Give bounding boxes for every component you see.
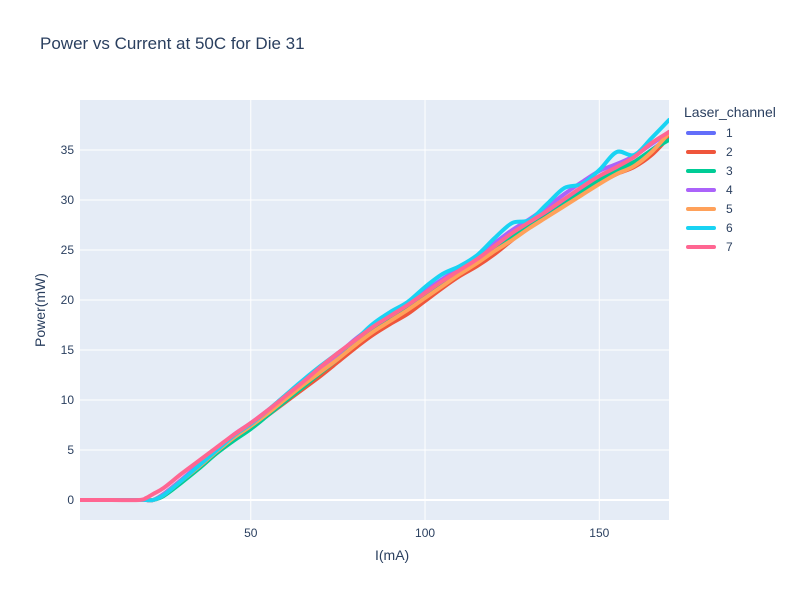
legend: 1 2 3 4 5 6 7 [686, 123, 733, 256]
legend-label: 2 [726, 144, 733, 159]
legend-swatch-6 [686, 225, 716, 230]
x-tick-label: 150 [589, 526, 609, 540]
series-lines [77, 118, 670, 503]
x-tick-labels: 50 100 150 [244, 526, 610, 540]
series-line-7[interactable] [77, 130, 670, 503]
chart-title: Power vs Current at 50C for Die 31 [40, 34, 305, 53]
legend-swatch-2 [686, 149, 716, 154]
legend-item-4[interactable]: 4 [686, 180, 733, 199]
y-tick-label: 30 [61, 193, 75, 207]
legend-label: 6 [726, 220, 733, 235]
legend-item-6[interactable]: 6 [686, 218, 733, 237]
legend-swatch-3 [686, 168, 716, 173]
legend-item-7[interactable]: 7 [686, 237, 733, 256]
legend-item-3[interactable]: 3 [686, 161, 733, 180]
y-tick-labels: 0 5 10 15 20 25 30 35 [61, 143, 75, 507]
y-tick-label: 0 [67, 493, 74, 507]
legend-title: Laser_channel [684, 104, 776, 120]
legend-label: 1 [726, 125, 733, 140]
legend-label: 3 [726, 163, 733, 178]
legend-swatch-5 [686, 206, 716, 211]
legend-label: 7 [726, 239, 733, 254]
legend-swatch-7 [686, 244, 716, 249]
y-tick-label: 5 [67, 443, 74, 457]
x-tick-label: 50 [244, 526, 258, 540]
y-tick-label: 10 [61, 393, 75, 407]
y-tick-label: 35 [61, 143, 75, 157]
legend-item-2[interactable]: 2 [686, 142, 733, 161]
legend-swatch-4 [686, 187, 716, 192]
x-tick-label: 100 [415, 526, 435, 540]
legend-label: 5 [726, 201, 733, 216]
plot-area [80, 100, 669, 520]
y-axis-title: Power(mW) [32, 273, 48, 347]
x-axis-title: I(mA) [375, 547, 410, 563]
series-line-6[interactable] [77, 118, 670, 503]
legend-swatch-1 [686, 130, 716, 135]
y-tick-label: 15 [61, 343, 75, 357]
y-tick-label: 25 [61, 243, 75, 257]
legend-item-5[interactable]: 5 [686, 199, 733, 218]
y-tick-label: 20 [61, 293, 75, 307]
legend-item-1[interactable]: 1 [686, 123, 733, 142]
legend-label: 4 [726, 182, 733, 197]
